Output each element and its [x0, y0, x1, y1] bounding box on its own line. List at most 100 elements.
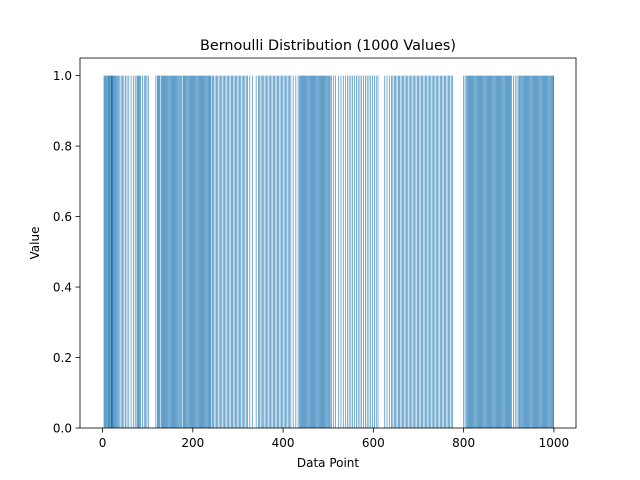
bar: [398, 75, 399, 429]
x-tick-label: 1000: [539, 436, 570, 450]
bar: [321, 75, 323, 429]
bar: [518, 75, 520, 429]
bar: [111, 75, 113, 429]
bar: [506, 75, 508, 429]
bar: [229, 75, 231, 429]
bar: [304, 75, 306, 429]
bar: [240, 75, 242, 429]
bar: [318, 75, 319, 429]
bar: [281, 75, 282, 429]
bar: [476, 75, 478, 429]
bar: [396, 75, 398, 429]
bar: [316, 75, 317, 429]
bar: [118, 75, 119, 429]
bar: [195, 75, 196, 429]
bar: [539, 75, 540, 429]
bar: [214, 75, 216, 429]
bar: [107, 75, 109, 429]
bar: [487, 75, 489, 429]
bar: [103, 75, 105, 429]
bar: [466, 75, 467, 429]
bars-group: [103, 75, 554, 429]
y-tick-label: 0.2: [53, 351, 72, 365]
bar: [239, 75, 240, 429]
y-tick-label: 0.6: [53, 210, 72, 224]
x-tick-label: 400: [272, 436, 295, 450]
bar: [107, 75, 108, 429]
bar: [467, 75, 469, 429]
bar: [301, 75, 303, 429]
bar: [105, 75, 107, 429]
bar: [300, 75, 301, 429]
bar: [272, 75, 274, 429]
bar: [297, 75, 299, 429]
bar: [178, 75, 179, 429]
bar: [119, 75, 121, 429]
bar: [278, 75, 279, 429]
bar: [140, 75, 141, 429]
bar: [158, 75, 160, 429]
bar: [511, 75, 512, 429]
bar: [510, 75, 511, 429]
bar: [189, 75, 191, 429]
bar: [553, 75, 554, 429]
bar: [323, 75, 325, 429]
bar: [404, 75, 406, 429]
bar: [500, 75, 502, 429]
bar: [262, 75, 263, 429]
bar: [507, 75, 509, 429]
bar: [115, 75, 117, 429]
bar: [180, 75, 181, 429]
bar: [430, 75, 432, 429]
bar: [429, 75, 430, 429]
x-axis-label: Data Point: [297, 456, 360, 470]
bar: [370, 75, 372, 429]
bar: [444, 75, 445, 429]
bar: [314, 75, 316, 429]
bar: [285, 75, 286, 429]
bar: [312, 75, 314, 429]
bar: [320, 75, 322, 429]
bar: [166, 75, 168, 429]
bar: [535, 75, 537, 429]
bar: [194, 75, 196, 429]
bar: [130, 75, 132, 429]
bar: [412, 75, 414, 429]
bar: [482, 75, 484, 429]
bar: [282, 75, 284, 429]
bar: [302, 75, 304, 429]
bar: [542, 75, 544, 429]
bar: [202, 75, 204, 429]
bar: [109, 75, 111, 429]
bar: [182, 75, 184, 429]
bar: [503, 75, 504, 429]
bar: [245, 75, 247, 429]
bar: [136, 75, 138, 429]
bar: [347, 75, 348, 429]
bar: [522, 75, 523, 429]
bar: [476, 75, 477, 429]
bar: [483, 75, 484, 429]
chart-title: Bernoulli Distribution (1000 Values): [200, 38, 456, 54]
bar: [540, 75, 541, 429]
bar: [117, 75, 118, 429]
bar: [176, 75, 177, 429]
bar: [439, 75, 441, 429]
bar: [541, 75, 543, 429]
bar: [433, 75, 434, 429]
bar: [499, 75, 501, 429]
bar: [400, 75, 402, 429]
bar: [208, 75, 210, 429]
bar: [268, 75, 270, 429]
bar: [414, 75, 415, 429]
bar: [200, 75, 202, 429]
bar: [427, 75, 429, 429]
bar: [541, 75, 542, 429]
bar: [123, 75, 125, 429]
bar: [324, 75, 326, 429]
bar: [161, 75, 163, 429]
bar: [421, 75, 422, 429]
bar: [110, 75, 112, 429]
x-tick-label: 600: [362, 436, 385, 450]
